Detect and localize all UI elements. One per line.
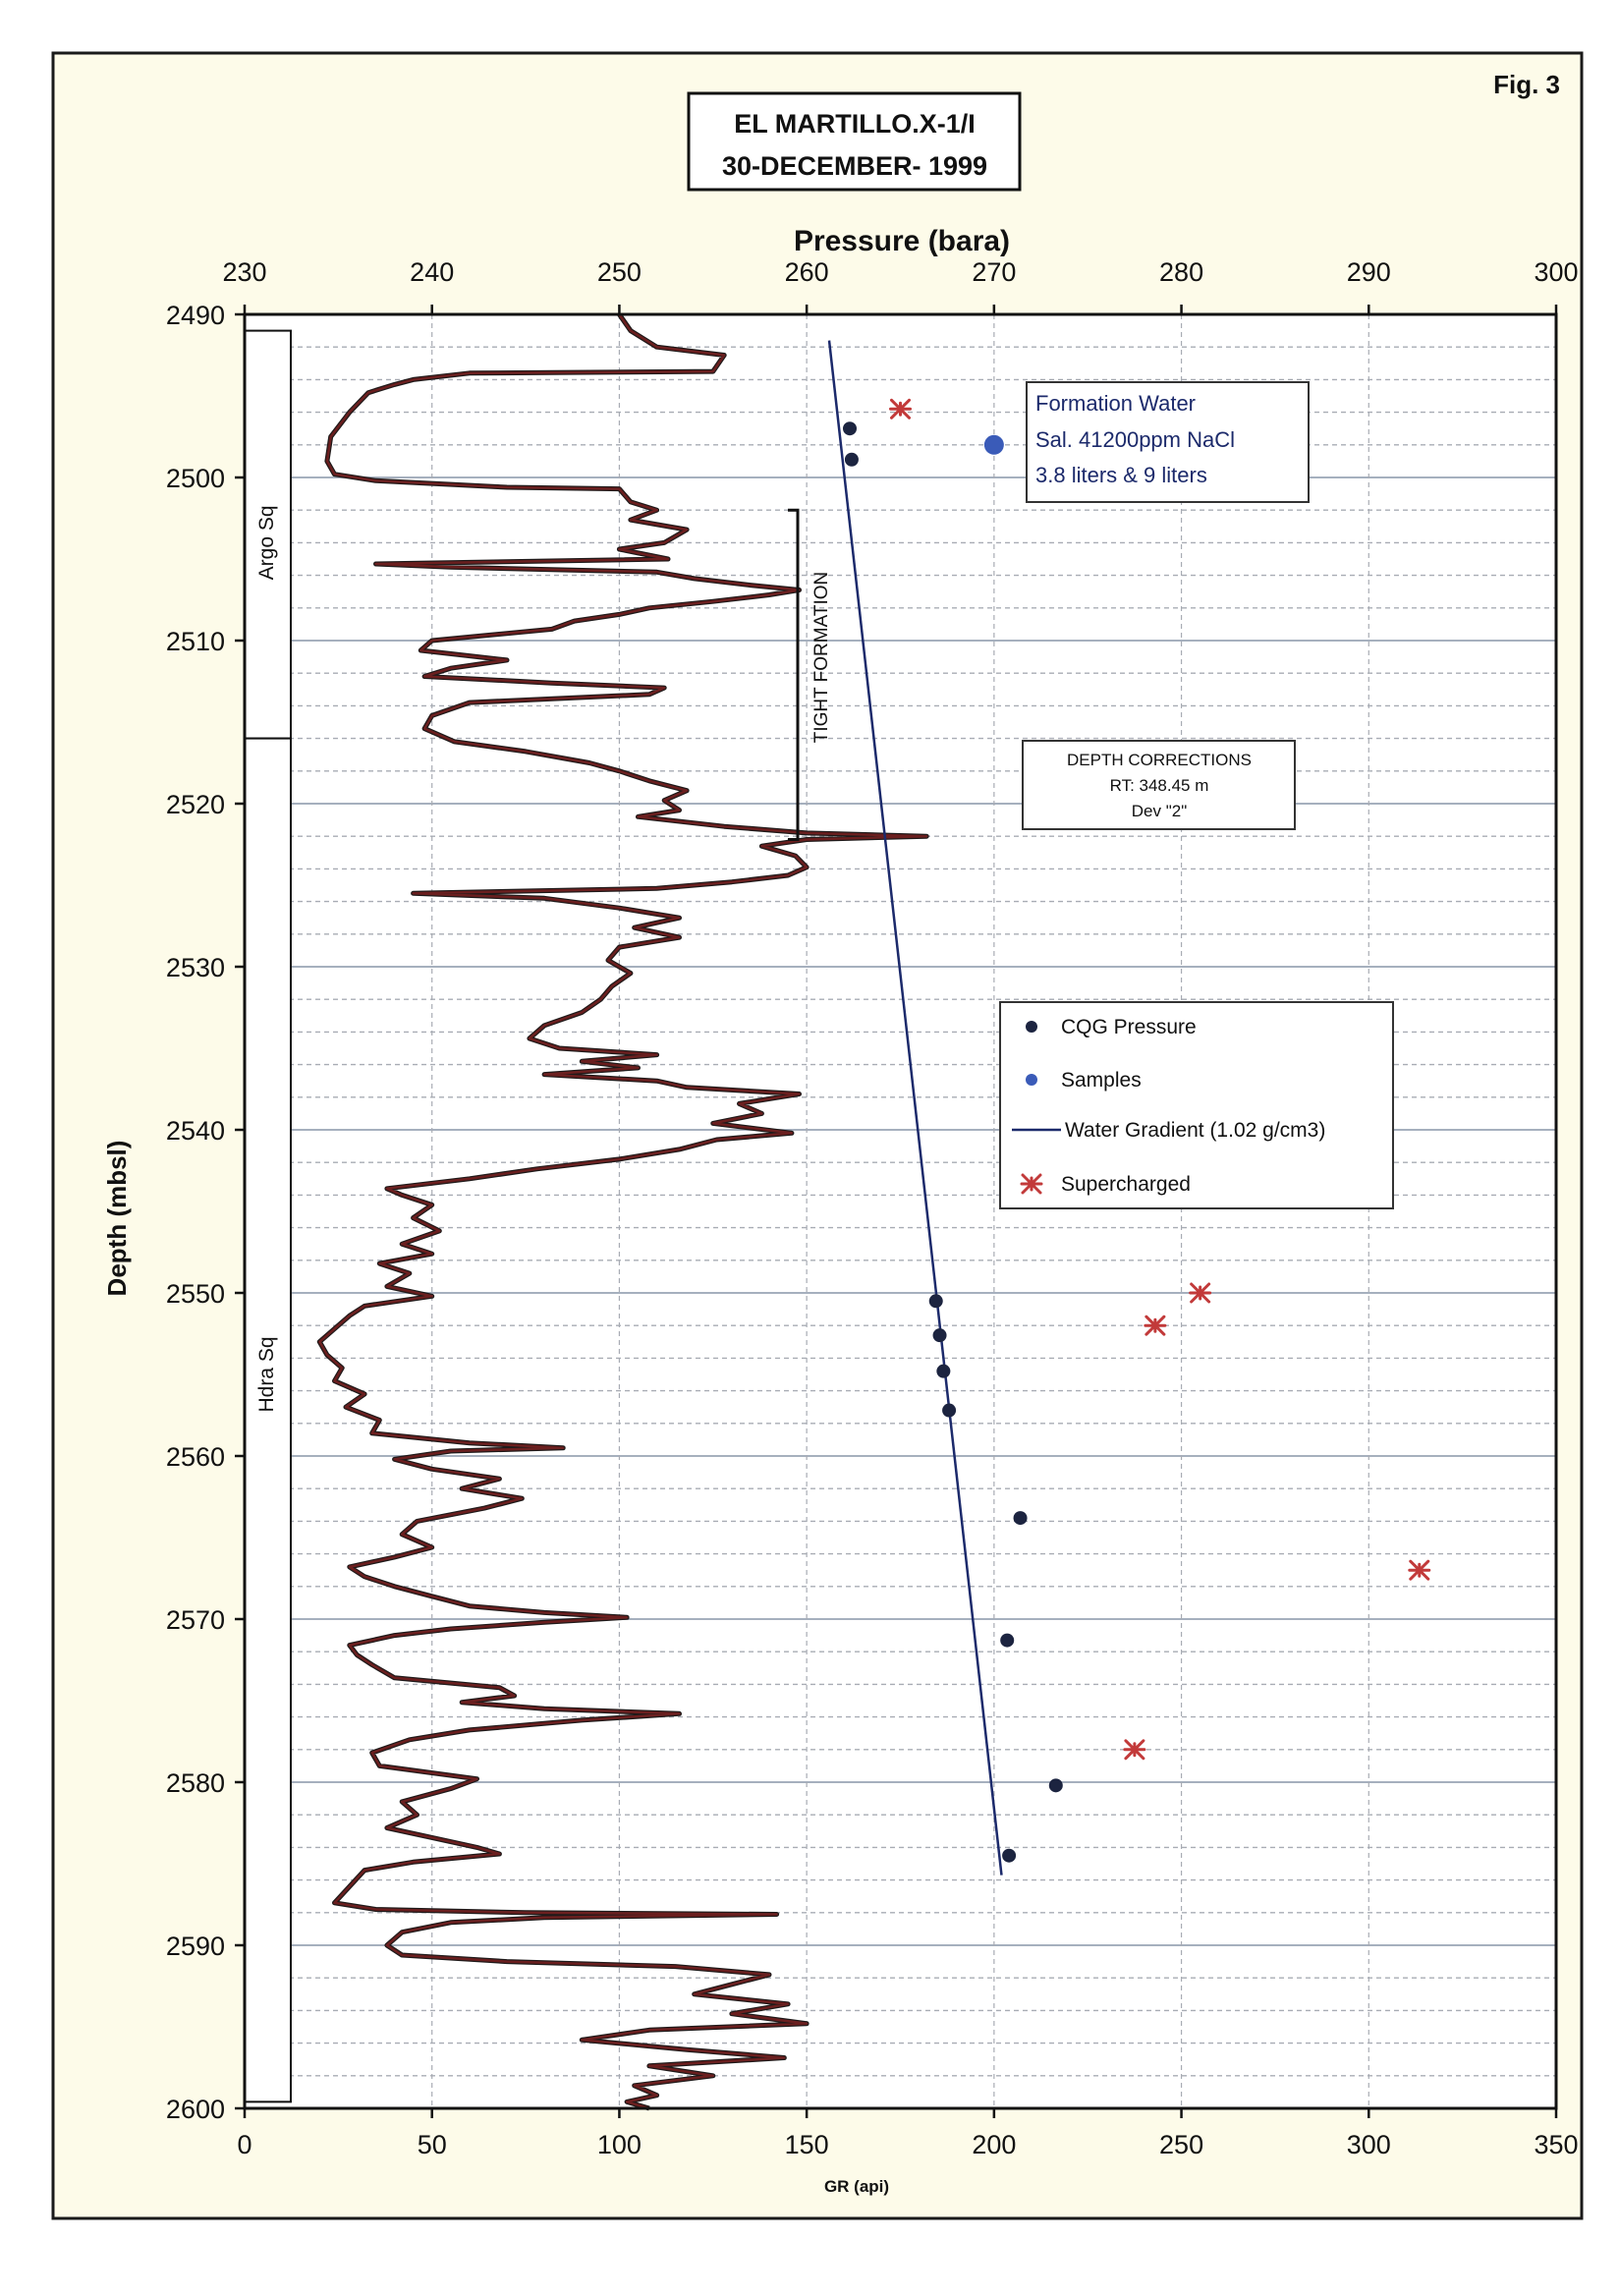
- y-tick-label: 2500: [166, 464, 225, 493]
- y-tick-label: 2490: [166, 301, 225, 330]
- grid: [245, 314, 1556, 2108]
- depth-corrections-title: DEPTH CORRECTIONS: [1067, 751, 1252, 769]
- legend-marker-samples: [1026, 1074, 1037, 1086]
- legend-supercharged-glyph: [1020, 1173, 1043, 1195]
- top-tick-label: 300: [1534, 257, 1578, 287]
- depth-corrections-dev: Dev "2": [1132, 802, 1187, 820]
- top-tick-label: 290: [1347, 257, 1391, 287]
- tight-formation-bracket: [788, 508, 800, 842]
- top-axis-title: Pressure (bara): [794, 225, 1010, 257]
- title-line2: 30-DECEMBER- 1999: [722, 151, 987, 181]
- pressure-point: [843, 421, 858, 436]
- y-tick-label: 2580: [166, 1768, 225, 1798]
- formation-water-line1: Formation Water: [1035, 391, 1196, 416]
- y-axis-title: Depth (mbsl): [102, 1141, 132, 1297]
- bottom-tick-label: 50: [418, 2130, 447, 2159]
- bottom-tick-label: 200: [972, 2130, 1016, 2159]
- legend-label-gradient: Water Gradient (1.02 g/cm3): [1065, 1119, 1325, 1142]
- bottom-axis-title: GR (api): [824, 2177, 889, 2196]
- zone-box: [244, 329, 292, 740]
- bottom-tick-label: 0: [237, 2130, 251, 2159]
- plot-frame: [243, 312, 1558, 2110]
- top-tick-label: 270: [972, 257, 1016, 287]
- pressure-point: [942, 1403, 957, 1418]
- legend-label-samples: Samples: [1061, 1069, 1142, 1092]
- y-tick-label: 2560: [166, 1442, 225, 1472]
- pressure-point: [936, 1364, 951, 1378]
- axes: 2490250025102520253025402550256025702580…: [166, 257, 1579, 2159]
- plot-area: [245, 314, 1556, 2108]
- formation-water-line3: 3.8 liters & 9 liters: [1035, 463, 1207, 487]
- bottom-tick-label: 350: [1534, 2130, 1578, 2159]
- gr-curve: [316, 312, 929, 2111]
- supercharged-point: [1408, 1559, 1431, 1581]
- gr-curve-line: [318, 313, 928, 2110]
- tight-formation-label: TIGHT FORMATION: [811, 572, 832, 744]
- bottom-tick-label: 150: [785, 2130, 829, 2159]
- title-box: EL MARTILLO.X-1/I 30-DECEMBER- 1999: [687, 91, 1022, 192]
- pressure-point: [1000, 1633, 1015, 1648]
- data-points: [843, 398, 1431, 1863]
- y-tick-label: 2530: [166, 953, 225, 982]
- legend: CQG Pressure Samples Water Gradient (1.0…: [999, 1001, 1394, 1209]
- pressure-point: [932, 1328, 947, 1343]
- title-line1: EL MARTILLO.X-1/I: [734, 109, 976, 139]
- y-tick-label: 2600: [166, 2095, 225, 2124]
- pressure-point: [928, 1294, 943, 1309]
- supercharged-point: [1189, 1282, 1212, 1304]
- pressure-point: [1002, 1848, 1017, 1863]
- top-tick-label: 230: [222, 257, 266, 287]
- y-tick-label: 2550: [166, 1279, 225, 1309]
- y-tick-label: 2520: [166, 790, 225, 819]
- zone-label: Hdra Sq: [255, 1336, 278, 1412]
- supercharged-point: [1144, 1315, 1167, 1336]
- sample-point: [983, 434, 1004, 455]
- zone-strip: Argo Sq Hdra Sq: [244, 329, 292, 2103]
- water-gradient-line: [827, 340, 1003, 1876]
- legend-marker-supercharged: [1020, 1173, 1043, 1195]
- bottom-tick-label: 250: [1159, 2130, 1203, 2159]
- pressure-point: [1013, 1511, 1028, 1526]
- pressure-point: [1048, 1778, 1063, 1793]
- y-tick-label: 2510: [166, 627, 225, 656]
- bottom-tick-label: 100: [597, 2130, 642, 2159]
- tight-formation-bracket-line: [788, 508, 800, 842]
- top-tick-label: 280: [1159, 257, 1203, 287]
- supercharged-point: [889, 398, 912, 420]
- pressure-point: [844, 452, 859, 467]
- depth-corrections-rt: RT: 348.45 m: [1110, 776, 1209, 795]
- bottom-tick-label: 300: [1347, 2130, 1391, 2159]
- formation-water-box: Formation Water Sal. 41200ppm NaCl 3.8 l…: [1026, 381, 1310, 503]
- supercharged-point: [1123, 1739, 1146, 1761]
- figure-label: Fig. 3: [1493, 70, 1560, 99]
- formation-water-line2: Sal. 41200ppm NaCl: [1035, 427, 1235, 452]
- y-tick-label: 2540: [166, 1116, 225, 1146]
- legend-label-supercharged: Supercharged: [1061, 1173, 1191, 1196]
- top-tick-label: 250: [597, 257, 642, 287]
- legend-label-pressure: CQG Pressure: [1061, 1016, 1197, 1038]
- top-tick-label: 240: [410, 257, 454, 287]
- y-tick-label: 2570: [166, 1605, 225, 1635]
- water-gradient-line-segment: [827, 340, 1003, 1876]
- legend-marker-pressure: [1026, 1021, 1037, 1033]
- zone-label: Argo Sq: [255, 505, 278, 580]
- depth-corrections-box: DEPTH CORRECTIONS RT: 348.45 m Dev "2": [1022, 740, 1296, 830]
- top-tick-label: 260: [785, 257, 829, 287]
- zone-box: [244, 737, 292, 2103]
- y-tick-label: 2590: [166, 1932, 225, 1961]
